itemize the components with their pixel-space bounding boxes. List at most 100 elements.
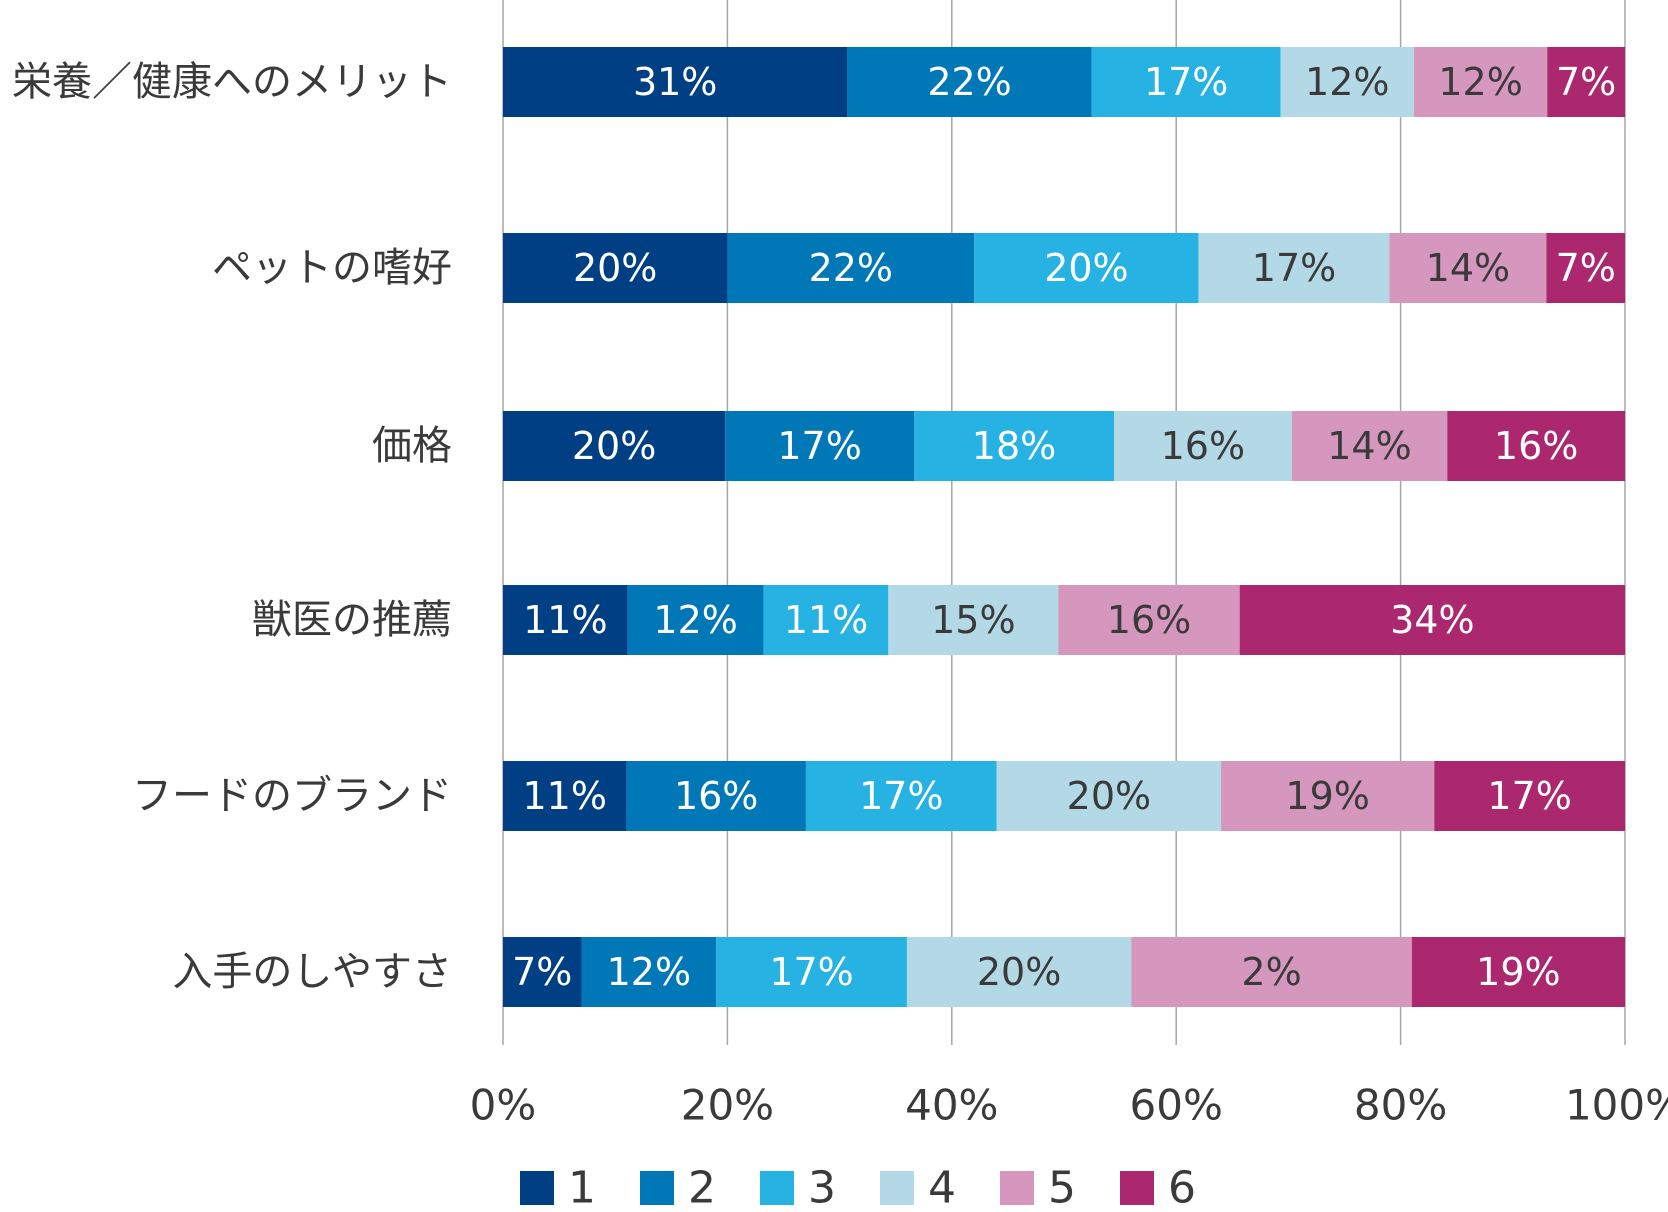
category-label: 入手のしやすさ xyxy=(172,949,452,995)
legend-label: 1 xyxy=(568,1163,596,1212)
data-label: 2% xyxy=(1241,950,1301,994)
data-label: 17% xyxy=(1144,60,1228,104)
legend: 1 2 3 4 5 6 xyxy=(520,1163,1196,1212)
data-label: 20% xyxy=(1067,774,1151,818)
bar-segment xyxy=(503,411,726,481)
bar-segment xyxy=(1131,937,1412,1007)
data-label: 14% xyxy=(1426,246,1510,290)
legend-swatch xyxy=(520,1171,554,1205)
x-tick-label: 100% xyxy=(1565,1081,1668,1130)
data-label: 7% xyxy=(1556,60,1616,104)
data-label: 17% xyxy=(1252,246,1336,290)
bar-segment xyxy=(914,411,1114,481)
bar-segment xyxy=(1198,233,1390,303)
bar-segment xyxy=(1413,47,1548,117)
bar-segment xyxy=(1113,411,1292,481)
bar-segment xyxy=(727,233,975,303)
bar-segment xyxy=(996,761,1222,831)
legend-label: 3 xyxy=(808,1163,836,1212)
bars: 31% 22% 17% 12% 12% 7% 20% 22% 20% 17% 14% 7% 20% 17%… xyxy=(503,47,1625,1007)
bar-segment xyxy=(626,761,806,831)
bar-segment xyxy=(1221,761,1435,831)
data-label: 14% xyxy=(1327,424,1411,468)
legend-label: 4 xyxy=(928,1163,956,1212)
bar-segment xyxy=(1434,761,1625,831)
data-label: 17% xyxy=(859,774,943,818)
data-label: 16% xyxy=(674,774,758,818)
legend-swatch xyxy=(1120,1171,1154,1205)
bar-segment xyxy=(847,47,1092,117)
category-label: 価格 xyxy=(372,423,452,469)
data-label: 19% xyxy=(1476,950,1560,994)
data-label: 16% xyxy=(1161,424,1245,468)
bar-segment xyxy=(1091,47,1281,117)
legend-label: 6 xyxy=(1168,1163,1196,1212)
data-label: 20% xyxy=(977,950,1061,994)
data-label: 12% xyxy=(653,598,737,642)
legend-label: 2 xyxy=(688,1163,716,1212)
bar-segment xyxy=(974,233,1199,303)
data-label: 17% xyxy=(1487,774,1571,818)
x-tick-label: 40% xyxy=(905,1081,998,1130)
data-label: 11% xyxy=(522,774,606,818)
data-label: 22% xyxy=(809,246,893,290)
bar-segment xyxy=(1291,411,1448,481)
data-label: 31% xyxy=(633,60,717,104)
bar-segment xyxy=(725,411,915,481)
bar-segment xyxy=(716,937,907,1007)
data-label: 34% xyxy=(1390,598,1474,642)
data-label: 7% xyxy=(1556,246,1616,290)
x-axis-ticks: 0% 20% 40% 60% 80% 100% xyxy=(470,1081,1668,1130)
category-label: フードのブランド xyxy=(132,773,452,819)
bar-segment xyxy=(1447,411,1625,481)
bar-segment xyxy=(1389,233,1547,303)
x-tick-label: 80% xyxy=(1354,1081,1447,1130)
bar-segment xyxy=(763,585,889,655)
data-label: 19% xyxy=(1285,774,1369,818)
data-label: 20% xyxy=(572,424,656,468)
legend-swatch xyxy=(880,1171,914,1205)
bar-segment xyxy=(503,233,728,303)
x-tick-label: 0% xyxy=(470,1081,537,1130)
bar-segment xyxy=(888,585,1059,655)
data-label: 18% xyxy=(972,424,1056,468)
data-label: 12% xyxy=(1438,60,1522,104)
data-label: 11% xyxy=(784,598,868,642)
legend-label: 5 xyxy=(1048,1163,1076,1212)
bar-segment xyxy=(805,761,997,831)
data-label: 11% xyxy=(523,598,607,642)
x-tick-label: 60% xyxy=(1130,1081,1223,1130)
bar-segment xyxy=(581,937,717,1007)
legend-swatch xyxy=(1000,1171,1034,1205)
data-label: 16% xyxy=(1107,598,1191,642)
bar-segment xyxy=(1547,47,1625,117)
bar-segment xyxy=(503,47,848,117)
data-label: 17% xyxy=(769,950,853,994)
legend-swatch xyxy=(640,1171,674,1205)
data-label: 16% xyxy=(1494,424,1578,468)
data-label: 12% xyxy=(607,950,691,994)
legend-swatch xyxy=(760,1171,794,1205)
bar-segment xyxy=(1546,233,1625,303)
data-label: 15% xyxy=(931,598,1015,642)
bar-segment xyxy=(627,585,764,655)
bar-segment xyxy=(1058,585,1240,655)
x-tick-label: 20% xyxy=(681,1081,774,1130)
data-label: 12% xyxy=(1305,60,1389,104)
bar-segment xyxy=(503,585,628,655)
data-label: 20% xyxy=(573,246,657,290)
data-label: 20% xyxy=(1044,246,1128,290)
bar-segment xyxy=(503,761,627,831)
bar-segment xyxy=(906,937,1132,1007)
category-label: 獣医の推薦 xyxy=(252,597,452,643)
data-label: 22% xyxy=(927,60,1011,104)
data-label: 17% xyxy=(777,424,861,468)
data-label: 7% xyxy=(512,950,572,994)
bar-segment xyxy=(503,937,582,1007)
bar-segment xyxy=(1280,47,1414,117)
bar-segment xyxy=(1411,937,1625,1007)
gridlines xyxy=(502,0,1626,1045)
bar-segment xyxy=(1239,585,1625,655)
